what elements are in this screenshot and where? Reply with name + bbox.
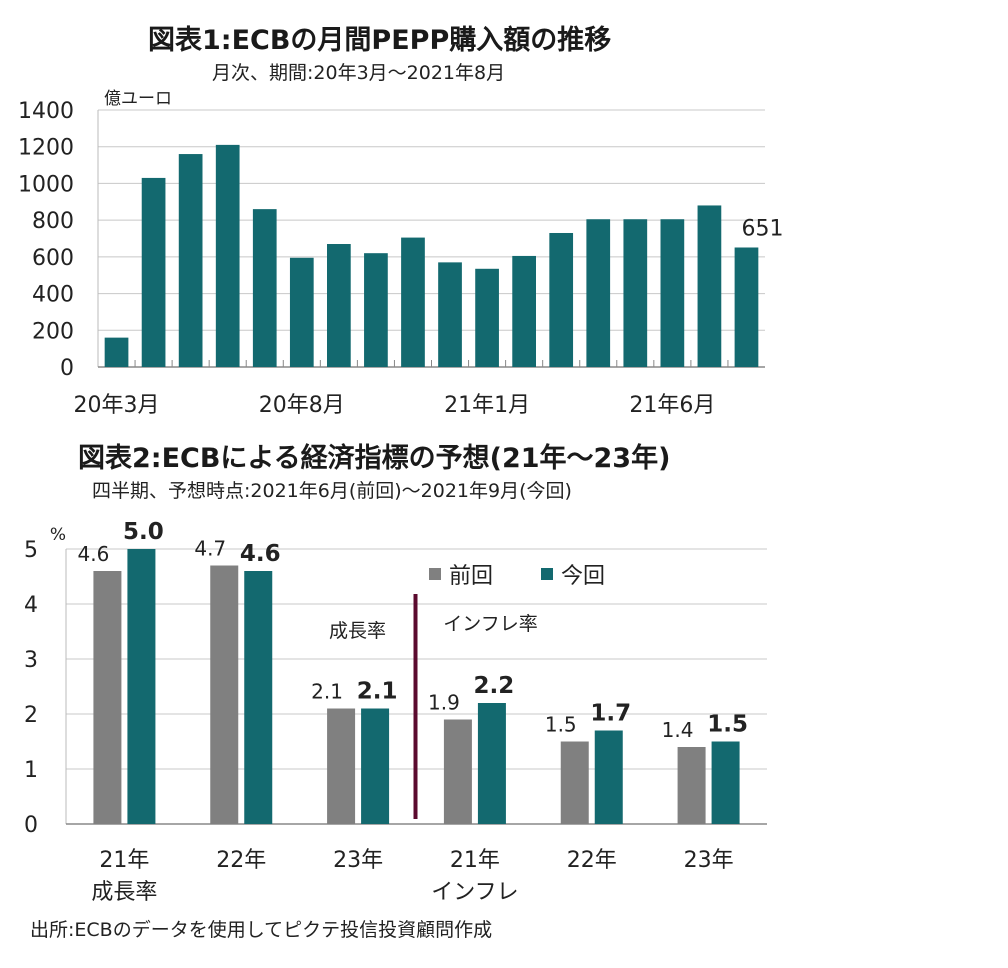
chart2-label-previous: 1.4	[662, 718, 694, 742]
chart1-x-tick-label: 20年8月	[259, 393, 345, 418]
chart2-label-current: 1.7	[590, 701, 631, 727]
chart2-label-current: 5.0	[123, 519, 164, 545]
chart1-y-tick-label: 1000	[18, 172, 74, 197]
chart1-bar	[438, 262, 462, 367]
chart2-bar-current	[711, 741, 740, 824]
chart2-title: 図表2:ECBによる経済指標の予想(21年～23年)	[78, 443, 671, 474]
chart1-bar	[697, 205, 722, 367]
chart2-y-tick-label: 0	[24, 813, 38, 838]
chart2-bar-previous	[327, 708, 356, 824]
chart2-label-current: 4.6	[240, 541, 281, 567]
chart2-y-tick-label: 2	[24, 703, 38, 728]
chart2-bar-previous	[677, 747, 706, 824]
chart2-bar-current	[361, 708, 390, 824]
chart2-label-previous: 4.7	[194, 537, 226, 561]
chart1-bar	[401, 237, 425, 367]
chart1-bar	[289, 257, 314, 367]
chart2-label-previous: 2.1	[311, 680, 343, 704]
chart1-x-tick-label: 21年6月	[629, 393, 715, 418]
chart1-bar	[549, 232, 574, 367]
chart1-bar	[623, 219, 648, 367]
chart1-bar	[178, 154, 203, 367]
chart2-legend-swatch-current	[541, 568, 553, 580]
chart1-bar	[215, 144, 240, 367]
chart2-subtitle: 四半期、予想時点:2021年6月(前回)～2021年9月(今回)	[92, 480, 572, 502]
chart2-label-previous: 1.9	[428, 691, 460, 715]
chart2-label-previous: 1.5	[545, 713, 577, 737]
chart1-bar	[586, 219, 611, 367]
chart2-label-current: 1.5	[707, 712, 748, 738]
chart2-legend-label-previous: 前回	[449, 564, 493, 589]
chart1-bar	[512, 255, 536, 367]
chart1-y-tick-label: 1400	[18, 99, 74, 124]
chart2-category-label: 21年	[99, 848, 149, 873]
chart2-y-unit-label: %	[50, 525, 66, 545]
chart2-y-tick-label: 3	[24, 648, 38, 673]
chart1-y-tick-label: 0	[60, 356, 74, 381]
chart2-category-label: 22年	[216, 848, 266, 873]
chart2-label-current: 2.1	[357, 679, 398, 705]
chart2-category-label: 成長率	[91, 880, 157, 905]
chart2-legend-label-current: 今回	[561, 564, 605, 589]
chart1-y-tick-label: 800	[32, 209, 74, 234]
chart2-bar-current	[127, 549, 156, 824]
chart2-category-label: 22年	[567, 848, 617, 873]
chart1-bar	[327, 244, 351, 367]
chart2-category-label: 21年	[450, 848, 500, 873]
chart1-subtitle: 月次、期間:20年3月～2021年8月	[212, 62, 506, 84]
chart2-category-label: 23年	[333, 848, 383, 873]
chart1-data-label: 651	[741, 216, 783, 241]
chart1-bar	[734, 247, 759, 367]
chart1-bar	[660, 219, 685, 367]
chart1-bar	[104, 337, 129, 367]
chart1-x-tick-label: 20年3月	[74, 393, 160, 418]
chart2-bar-previous	[443, 719, 472, 824]
chart2-bar-current	[477, 703, 506, 824]
chart2-group-label-growth: 成長率	[329, 620, 386, 642]
chart2-bar-previous	[560, 741, 589, 824]
chart2-bar-previous	[210, 565, 239, 824]
chart2-y-tick-label: 5	[24, 538, 38, 563]
chart1-bar	[475, 268, 499, 367]
chart2-category-label: インフレ	[431, 880, 518, 905]
chart1-title: 図表1:ECBの月間PEPP購入額の推移	[148, 25, 612, 56]
chart2-group-label-inflation: インフレ率	[443, 613, 537, 635]
chart1-y-tick-label: 1200	[18, 136, 74, 161]
chart1-y-tick-label: 200	[32, 319, 74, 344]
chart2-bar-current	[594, 730, 623, 824]
chart2-y-tick-label: 1	[24, 758, 38, 783]
chart2-bar-current	[244, 571, 273, 824]
chart1-y-tick-label: 600	[32, 246, 74, 271]
chart1-y-tick-label: 400	[32, 283, 74, 308]
chart1-y-unit-label: 億ユーロ	[104, 89, 172, 109]
source-note: 出所:ECBのデータを使用してピクテ投信投資顧問作成	[30, 919, 493, 941]
chart1-bar	[364, 253, 388, 367]
chart1-bar	[252, 209, 277, 367]
chart2-label-previous: 4.6	[78, 542, 110, 566]
chart2-legend-swatch-previous	[429, 568, 441, 580]
chart1-bar	[141, 177, 166, 367]
chart2-y-tick-label: 4	[24, 593, 38, 618]
chart2-label-current: 2.2	[474, 673, 515, 699]
chart2-bar-previous	[93, 571, 122, 824]
chart2-category-label: 23年	[684, 848, 734, 873]
chart1-x-tick-label: 21年1月	[444, 393, 530, 418]
